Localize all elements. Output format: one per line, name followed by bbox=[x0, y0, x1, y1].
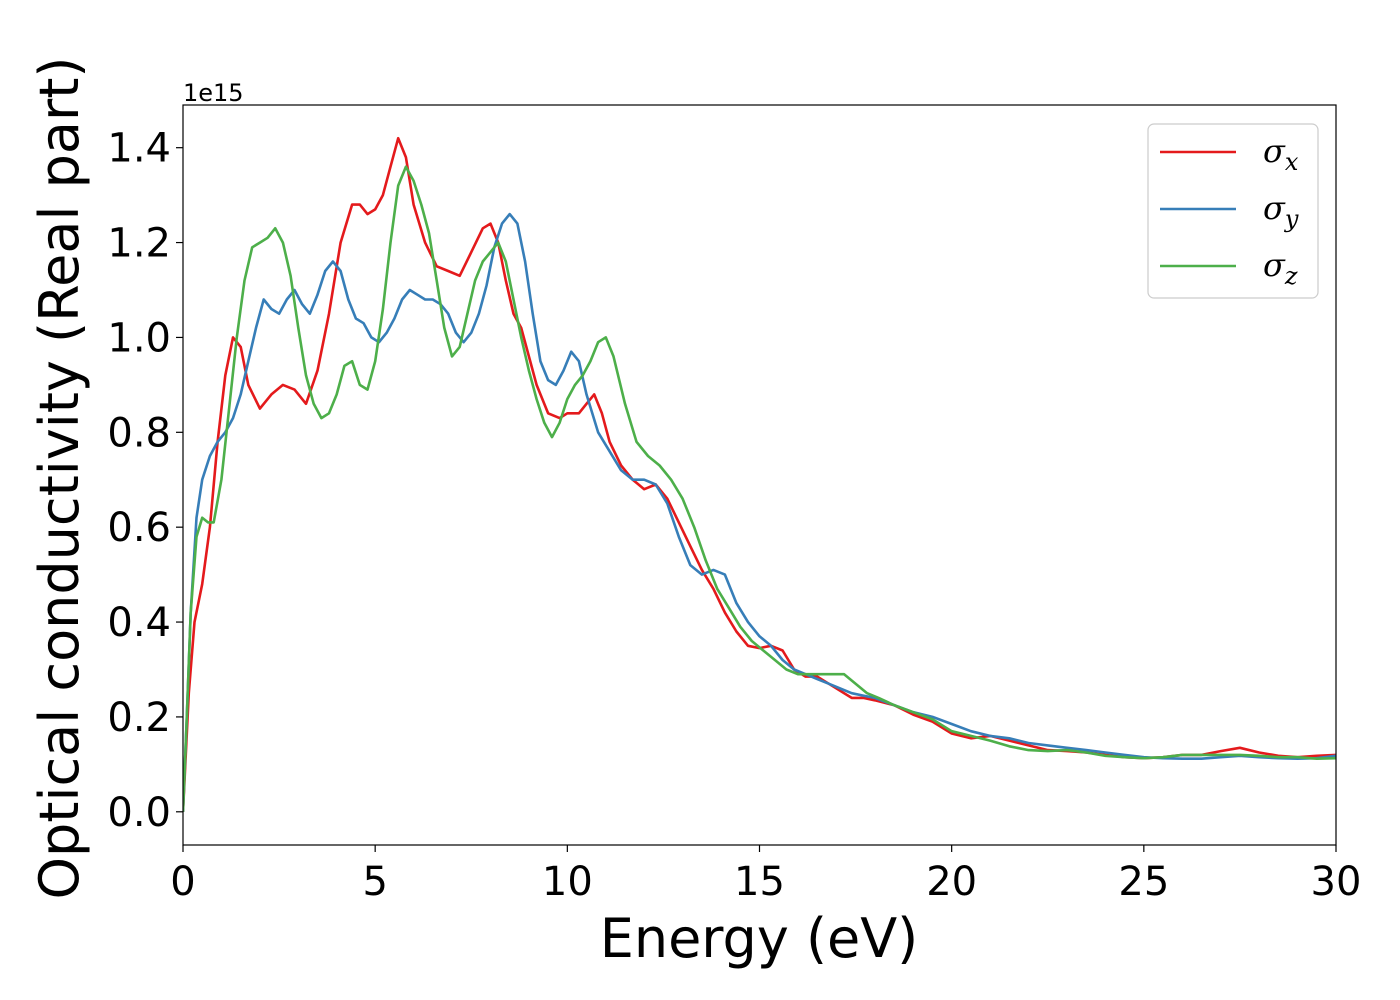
y-tick-label: 0.0 bbox=[107, 790, 171, 836]
legend: σx σy σz bbox=[1147, 123, 1319, 299]
y-axis-title: Optical conductivity (Real part) bbox=[28, 57, 91, 900]
y-tick-label: 1.2 bbox=[107, 221, 171, 267]
x-tick-label: 20 bbox=[926, 859, 977, 905]
x-tick-label: 30 bbox=[1311, 859, 1362, 905]
y-axis-ticks: 0.0 0.2 0.4 0.6 0.8 1.0 1.2 1.4 bbox=[107, 126, 183, 836]
y-tick-label: 1.0 bbox=[107, 315, 171, 361]
y-tick-label: 0.6 bbox=[107, 505, 171, 551]
y-axis-offset-label: 1e15 bbox=[183, 79, 244, 107]
x-tick-label: 0 bbox=[170, 859, 195, 905]
x-tick-label: 5 bbox=[362, 859, 387, 905]
series-line-z bbox=[183, 165, 1336, 812]
x-tick-label: 15 bbox=[734, 859, 785, 905]
legend-label-z: σz bbox=[1263, 246, 1298, 290]
y-tick-label: 0.4 bbox=[107, 600, 171, 646]
series-line-y bbox=[183, 212, 1336, 812]
legend-box bbox=[1147, 123, 1319, 299]
x-axis-title: Energy (eV) bbox=[600, 907, 919, 970]
legend-label-x: σx bbox=[1263, 132, 1299, 176]
x-tick-label: 25 bbox=[1118, 859, 1169, 905]
y-tick-label: 1.4 bbox=[107, 126, 171, 172]
legend-label-y: σy bbox=[1263, 189, 1299, 233]
y-tick-label: 0.8 bbox=[107, 410, 171, 456]
x-tick-label: 10 bbox=[542, 859, 593, 905]
x-axis-ticks: 0 5 10 15 20 25 30 bbox=[170, 845, 1361, 905]
series-line-x bbox=[183, 136, 1336, 812]
y-tick-label: 0.2 bbox=[107, 695, 171, 741]
